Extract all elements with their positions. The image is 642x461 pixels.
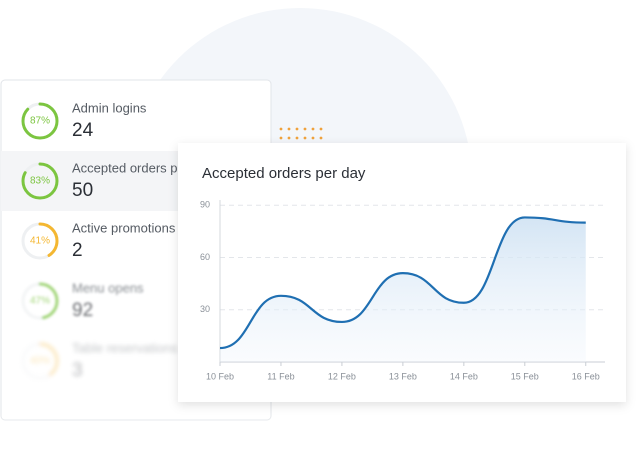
x-tick-label: 10 Feb: [206, 371, 234, 381]
dot: [319, 136, 323, 140]
y-tick-label: 30: [200, 304, 210, 314]
dot: [279, 127, 283, 131]
y-tick-label: 60: [200, 252, 210, 262]
ring-progress: [21, 162, 59, 200]
x-tick-label: 13 Feb: [389, 371, 417, 381]
x-tick-label: 15 Feb: [511, 371, 539, 381]
ring-label: 83%: [30, 176, 50, 187]
chart-title: Accepted orders per day: [202, 165, 366, 182]
x-tick-label: 12 Feb: [328, 371, 356, 381]
area: [220, 217, 586, 362]
stat-label: Admin logins: [72, 100, 147, 115]
dot: [303, 127, 307, 131]
stat-label: Active promotions: [72, 220, 176, 235]
stat-value: 50: [72, 180, 93, 201]
ring-progress: [21, 222, 59, 260]
line: [219, 216, 586, 350]
x-tick-label: 14 Feb: [450, 371, 478, 381]
dot: [319, 127, 323, 131]
stat-value: 2: [72, 240, 83, 261]
x-tick-label: 11 Feb: [267, 371, 294, 381]
dot: [311, 136, 315, 140]
dot: [287, 136, 291, 140]
stat-label: Menu opens: [72, 280, 144, 295]
stat-row: 41% Active promotions 2: [21, 220, 176, 261]
ring-label: 41%: [30, 236, 50, 247]
chart-card: Accepted orders per day 30 60 90 10 Feb 11 F…: [178, 143, 626, 402]
stat-row: 87% Admin logins 24: [21, 100, 147, 141]
ring-label: 87%: [30, 116, 50, 127]
dot: [311, 127, 315, 131]
dot: [295, 127, 299, 131]
dot: [279, 136, 283, 140]
x-tick-label: 16 Feb: [572, 371, 600, 381]
ring-progress: [21, 102, 59, 140]
dot: [287, 127, 291, 131]
dot: [295, 136, 299, 140]
dot: [303, 136, 307, 140]
y-tick-label: 90: [200, 200, 210, 210]
stat-value: 24: [72, 120, 94, 141]
